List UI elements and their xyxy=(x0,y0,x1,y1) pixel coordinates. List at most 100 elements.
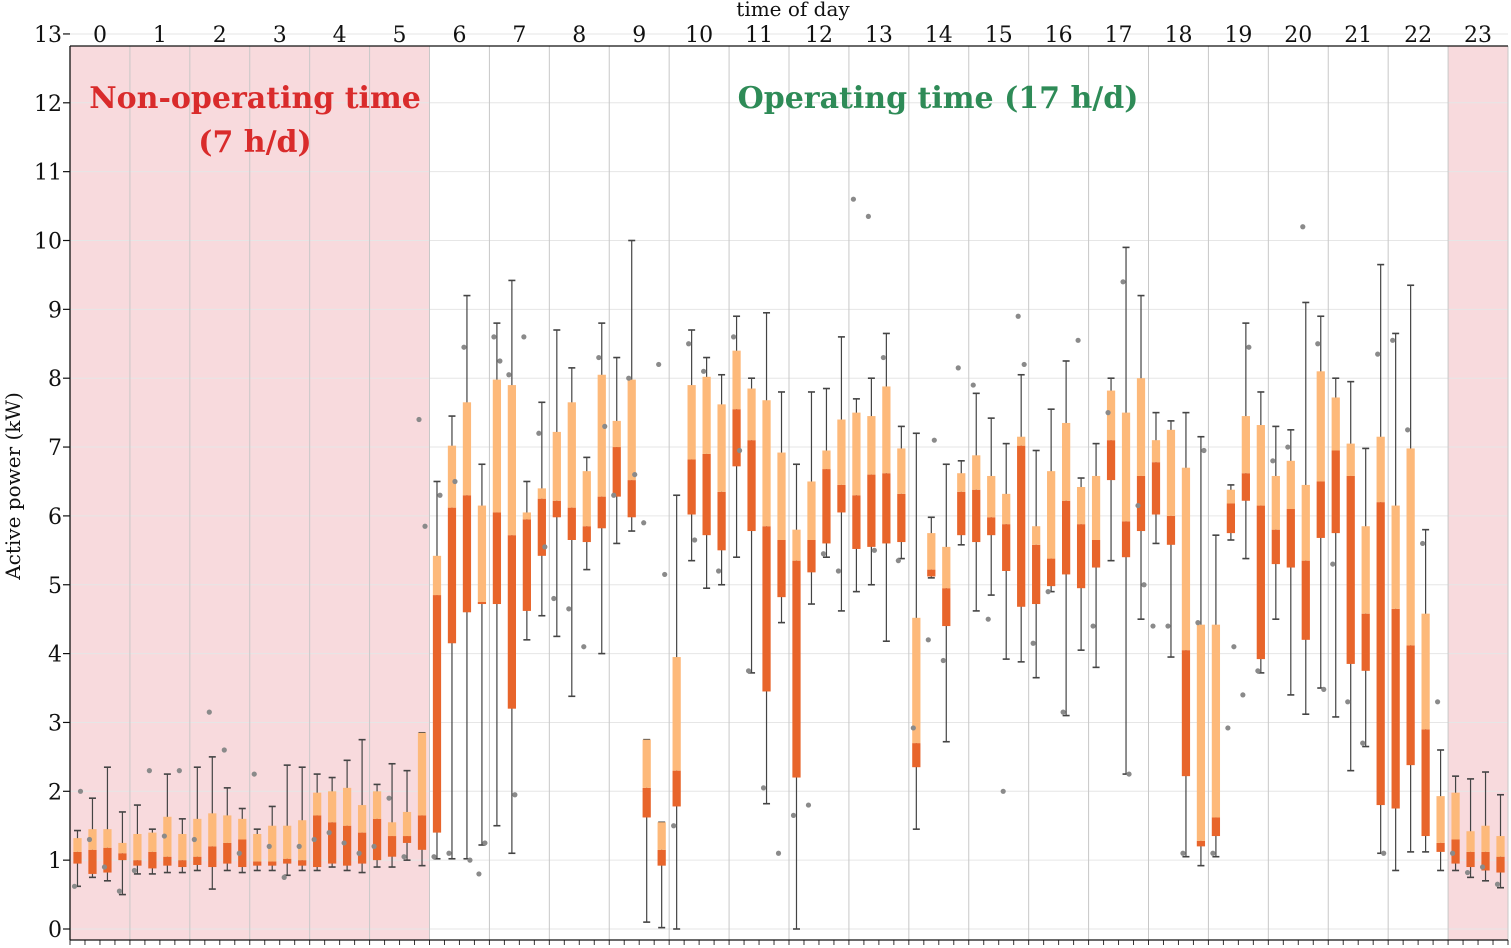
outlier-67-0 xyxy=(1075,337,1081,343)
box-lower-53 xyxy=(867,474,876,547)
box-76 xyxy=(1210,534,1221,858)
box-16 xyxy=(311,773,322,872)
box-79 xyxy=(1255,391,1265,674)
box-upper-20 xyxy=(372,791,382,819)
box-53 xyxy=(865,213,877,586)
box-upper-51 xyxy=(837,419,846,485)
x-tick-label-5: 5 xyxy=(393,23,407,48)
box-78 xyxy=(1240,322,1252,698)
box-38 xyxy=(641,520,651,923)
box-lower-15 xyxy=(298,860,307,866)
outlier-29-1 xyxy=(512,792,518,798)
outlier-85-0 xyxy=(1345,699,1351,705)
box-47 xyxy=(775,391,786,856)
box-77 xyxy=(1225,484,1237,731)
box-upper-54 xyxy=(882,386,891,474)
box-lower-14 xyxy=(283,858,292,864)
box-90 xyxy=(1420,528,1430,853)
box-lower-37 xyxy=(627,480,636,518)
box-upper-29 xyxy=(507,385,517,536)
box-upper-50 xyxy=(822,450,831,470)
box-45 xyxy=(745,377,756,674)
box-upper-44 xyxy=(732,350,741,410)
outlier-66-0 xyxy=(1060,709,1066,715)
box-lower-40 xyxy=(672,770,681,807)
box-52 xyxy=(850,196,861,593)
box-50 xyxy=(820,387,831,559)
box-44 xyxy=(730,315,743,559)
outlier-12-0 xyxy=(251,771,257,777)
box-lower-85 xyxy=(1346,475,1355,664)
outlier-22-0 xyxy=(401,854,407,860)
outlier-62-0 xyxy=(1000,788,1006,794)
box-upper-41 xyxy=(687,385,696,460)
box-lower-18 xyxy=(342,825,352,866)
x-tick-label-19: 19 xyxy=(1224,23,1252,48)
box-upper-84 xyxy=(1331,397,1340,451)
box-72 xyxy=(1150,411,1161,629)
box-lower-38 xyxy=(642,787,651,818)
box-70 xyxy=(1120,246,1132,777)
box-lower-54 xyxy=(882,473,891,544)
outlier-92-0 xyxy=(1449,850,1456,856)
box-upper-35 xyxy=(597,374,606,497)
region-labels: Non-operating time (7 h/d) Operating tim… xyxy=(89,81,1138,160)
box-lower-68 xyxy=(1091,539,1101,568)
outlier-43-0 xyxy=(715,568,722,574)
outlier-87-1 xyxy=(1381,850,1387,856)
x-tick-label-7: 7 xyxy=(512,23,526,48)
box-24 xyxy=(431,480,443,860)
box-lower-19 xyxy=(357,832,367,864)
box-upper-93 xyxy=(1466,831,1475,852)
outlier-13-0 xyxy=(266,843,272,849)
outlier-30-0 xyxy=(521,334,527,340)
box-lower-86 xyxy=(1361,613,1370,671)
x-tick-label-23: 23 xyxy=(1464,23,1492,48)
outlier-37-0 xyxy=(626,375,632,381)
box-69 xyxy=(1105,377,1116,562)
outlier-93-0 xyxy=(1464,869,1471,876)
box-13 xyxy=(266,805,277,872)
outlier-44-0 xyxy=(730,334,737,340)
box-upper-61 xyxy=(987,475,996,518)
outlier-45-0 xyxy=(745,668,752,674)
box-lower-46 xyxy=(762,526,771,692)
outlier-61-0 xyxy=(985,616,991,622)
outlier-38-0 xyxy=(641,520,647,526)
box-lower-48 xyxy=(792,560,801,778)
box-14 xyxy=(281,764,292,880)
box-5 xyxy=(146,768,157,875)
outlier-87-0 xyxy=(1375,351,1381,357)
box-upper-2 xyxy=(103,829,112,848)
x-tick-label-21: 21 xyxy=(1344,23,1372,48)
box-upper-26 xyxy=(462,402,472,496)
box-upper-91 xyxy=(1436,796,1445,843)
y-tick-label-7: 7 xyxy=(48,436,62,461)
x-tick-label-20: 20 xyxy=(1284,23,1312,48)
outlier-58-0 xyxy=(940,657,946,664)
outlier-47-0 xyxy=(775,850,782,856)
box-0 xyxy=(71,788,84,889)
x-tick-label-16: 16 xyxy=(1045,23,1073,48)
box-lower-73 xyxy=(1166,515,1176,545)
box-upper-63 xyxy=(1017,436,1026,446)
box-lower-36 xyxy=(612,447,621,497)
box-upper-79 xyxy=(1256,425,1265,506)
box-lower-84 xyxy=(1331,450,1340,534)
box-lower-80 xyxy=(1271,529,1280,565)
box-lower-82 xyxy=(1301,560,1310,640)
box-upper-75 xyxy=(1196,624,1206,841)
box-71 xyxy=(1135,294,1147,620)
box-46 xyxy=(760,311,771,805)
box-upper-9 xyxy=(208,813,217,847)
box-upper-40 xyxy=(672,657,681,771)
box-41 xyxy=(686,329,698,562)
box-upper-17 xyxy=(328,791,337,823)
outlier-70-1 xyxy=(1126,771,1132,777)
box-upper-25 xyxy=(447,445,457,508)
outlier-86-0 xyxy=(1360,740,1366,746)
box-upper-34 xyxy=(582,471,591,527)
box-lower-50 xyxy=(822,469,831,544)
box-lower-3 xyxy=(118,853,127,861)
outlier-81-0 xyxy=(1285,444,1291,450)
